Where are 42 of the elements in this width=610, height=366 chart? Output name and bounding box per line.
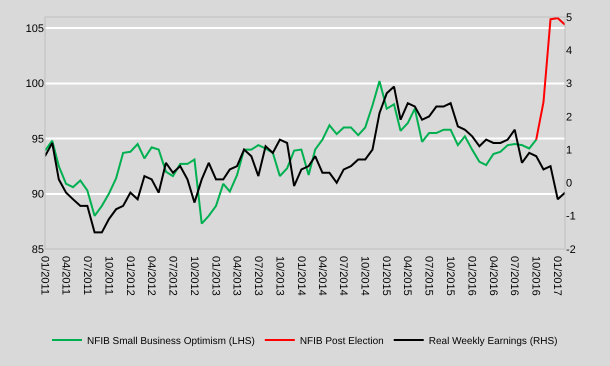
x-tick-label: 07/2014 <box>337 256 350 296</box>
x-tick-label: 04/2011 <box>59 256 72 295</box>
x-tick-label: 04/2016 <box>486 256 499 296</box>
y-tick-label: 100 <box>26 78 44 90</box>
legend-label: NFIB Post Election <box>300 336 384 347</box>
x-tick-label: 01/2015 <box>380 256 392 296</box>
x-tick-label: 10/2016 <box>530 256 542 296</box>
y2-tick-label: 1 <box>566 144 572 156</box>
x-tick-label: 04/2013 <box>230 256 242 296</box>
x-tick-label: 01/2013 <box>209 256 222 296</box>
x-tick-label: 01/2017 <box>551 256 564 296</box>
x-tick-label: 01/2011 <box>38 256 50 295</box>
y2-tick-label: 4 <box>566 44 572 57</box>
legend-label: NFIB Small Business Optimism (LHS) <box>87 336 255 347</box>
x-tick-label: 07/2016 <box>508 256 520 296</box>
y-tick-label: 105 <box>26 22 44 35</box>
y2-tick-label: -1 <box>566 210 576 223</box>
x-tick-label: 10/2012 <box>188 256 200 296</box>
x-tick-label: 10/2014 <box>358 256 371 296</box>
x-tick-label: 07/2012 <box>166 256 178 296</box>
x-tick-label: 07/2015 <box>422 256 435 296</box>
x-tick-label: 07/2013 <box>252 256 264 296</box>
x-tick-label: 04/2012 <box>145 256 158 296</box>
x-tick-label: 01/2014 <box>294 256 307 296</box>
x-tick-label: 10/2011 <box>102 256 114 295</box>
y2-tick-label: 5 <box>566 12 572 24</box>
y-tick-label: 95 <box>32 133 44 146</box>
x-tick-label: 07/2011 <box>80 256 93 295</box>
y2-tick-label: 0 <box>566 178 572 190</box>
legend-label: Real Weekly Earnings (RHS) <box>428 336 558 347</box>
y-tick-label: 90 <box>32 188 44 201</box>
line-series <box>535 17 565 141</box>
y2-tick-label: 3 <box>566 78 572 90</box>
x-tick-label: 04/2015 <box>401 256 414 296</box>
y-tick-label: 85 <box>32 244 44 256</box>
x-tick-label: 01/2012 <box>124 256 136 296</box>
y2-tick-label: -2 <box>566 244 576 256</box>
x-tick-label: 10/2013 <box>273 256 286 296</box>
x-tick-label: 04/2014 <box>316 256 328 296</box>
x-tick-label: 10/2015 <box>444 256 456 296</box>
x-tick-label: 01/2016 <box>466 256 478 296</box>
y2-tick-label: 2 <box>566 111 572 124</box>
